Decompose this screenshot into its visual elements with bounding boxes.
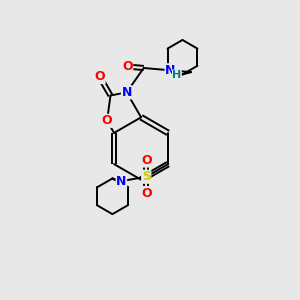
Text: O: O (141, 154, 152, 167)
Text: O: O (94, 70, 105, 83)
Text: N: N (116, 175, 127, 188)
Text: H: H (172, 70, 182, 80)
Text: O: O (122, 60, 133, 73)
Text: N: N (165, 64, 176, 77)
Text: N: N (122, 86, 132, 99)
Text: S: S (142, 170, 151, 183)
Text: O: O (102, 114, 112, 127)
Text: O: O (141, 187, 152, 200)
